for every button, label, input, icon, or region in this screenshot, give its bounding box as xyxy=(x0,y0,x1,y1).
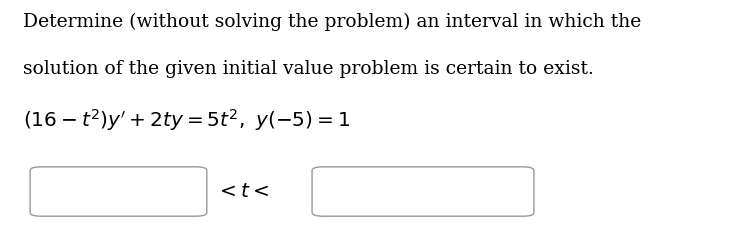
Text: solution of the given initial value problem is certain to exist.: solution of the given initial value prob… xyxy=(23,60,593,78)
Text: Determine (without solving the problem) an interval in which the: Determine (without solving the problem) … xyxy=(23,13,641,31)
FancyBboxPatch shape xyxy=(312,167,534,216)
Text: $(16 - t^2)y' + 2ty = 5t^2, \ y(-5) = 1$: $(16 - t^2)y' + 2ty = 5t^2, \ y(-5) = 1$ xyxy=(23,107,350,133)
Text: $< t <$: $< t <$ xyxy=(216,182,269,201)
FancyBboxPatch shape xyxy=(30,167,207,216)
